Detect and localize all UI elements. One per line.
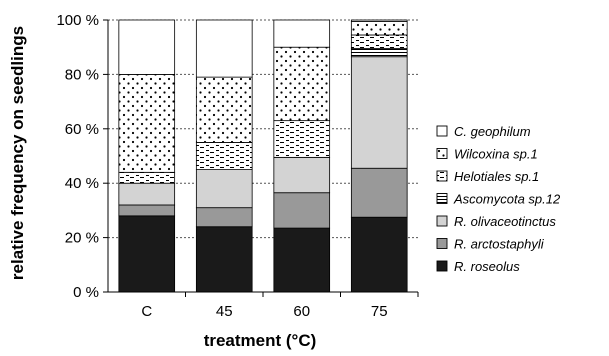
bar-segment-r-arctostaphyli-45 (195, 207, 253, 228)
bar-segment-wilcoxina-sp-1-c (118, 74, 176, 173)
bar-segment-r-roseolus-c (118, 215, 176, 293)
bars (118, 19, 408, 293)
legend-label-ascomycota-sp-12: Ascomycota sp.12 (453, 192, 561, 207)
legend-label-r-arctostaphyli: R. arctostaphyli (454, 237, 545, 252)
legend-swatch-ascomycota-sp-12 (436, 193, 448, 204)
bar-segment-c-geophilum-45 (195, 19, 253, 78)
y-tick-label: 0 % (73, 284, 99, 301)
x-tick-label: 60 (293, 303, 310, 320)
bar-segment-r-olivaceotinctus-c (118, 182, 176, 206)
x-tick-labels: C 45 60 75 (141, 292, 419, 320)
x-axis-title: treatment (°C) (204, 331, 317, 350)
bar-segment-c-geophilum-60 (273, 19, 331, 48)
y-tick-label: 40 % (65, 175, 99, 192)
bar-segment-r-arctostaphyli-60 (273, 192, 331, 229)
y-tick-label: 100 % (56, 12, 99, 29)
bar-segment-r-roseolus-45 (195, 226, 253, 293)
bar-segment-r-roseolus-75 (350, 216, 408, 293)
bar-segment-r-arctostaphyli-75 (350, 167, 408, 218)
legend-swatch-r-arctostaphyli (436, 238, 448, 249)
y-tick-label: 80 % (65, 66, 99, 83)
legend-swatch-r-olivaceotinctus (436, 215, 448, 227)
legend-label-helotiales-sp-1: Helotiales sp.1 (454, 169, 539, 184)
legend-swatch-c-geophilum (436, 125, 448, 137)
bar-segment-helotiales-sp-1-45 (195, 141, 253, 170)
bar-segment-c-geophilum-c (118, 19, 176, 75)
y-tick-labels: 0 % 20 % 40 % 60 % 80 % 100 % (56, 12, 108, 301)
legend-label-c-geophilum: C. geophilum (454, 124, 531, 139)
bar-segment-wilcoxina-sp-1-75 (350, 20, 408, 36)
bar-segment-r-olivaceotinctus-75 (350, 56, 408, 169)
y-tick-label: 20 % (65, 230, 99, 247)
bar-segment-c-geophilum-75 (350, 19, 408, 22)
bar-segment-r-olivaceotinctus-45 (195, 169, 253, 209)
bar-segment-helotiales-sp-1-c (118, 171, 176, 184)
legend-label-wilcoxina-sp-1: Wilcoxina sp.1 (454, 147, 538, 162)
legend-swatch-helotiales-sp-1 (436, 170, 448, 182)
bar-segment-wilcoxina-sp-1-60 (273, 46, 331, 122)
bar-segment-helotiales-sp-1-60 (273, 120, 331, 158)
legend-label-r-olivaceotinctus: R. olivaceotinctus (454, 214, 556, 229)
x-tick-label: C (141, 303, 152, 320)
bar-segment-ascomycota-sp-12-75 (350, 48, 408, 58)
x-tick-label: 45 (216, 303, 233, 320)
x-tick-label: 75 (371, 303, 388, 320)
bar-segment-r-arctostaphyli-c (118, 204, 176, 217)
bar-segment-wilcoxina-sp-1-45 (195, 76, 253, 143)
legend-swatch-r-roseolus (436, 260, 448, 272)
y-axis-title: relative frequency on seedlings (8, 26, 27, 280)
bar-segment-r-roseolus-60 (273, 227, 331, 293)
legend: C. geophilum Wilcoxina sp.1 Helotiales sp.… (436, 124, 561, 274)
legend-label-r-roseolus: R. roseolus (454, 259, 520, 274)
y-tick-label: 60 % (65, 121, 99, 138)
bar-segment-r-olivaceotinctus-60 (273, 156, 331, 194)
legend-swatch-wilcoxina-sp-1 (436, 148, 448, 159)
bar-segment-helotiales-sp-1-75 (350, 34, 408, 49)
